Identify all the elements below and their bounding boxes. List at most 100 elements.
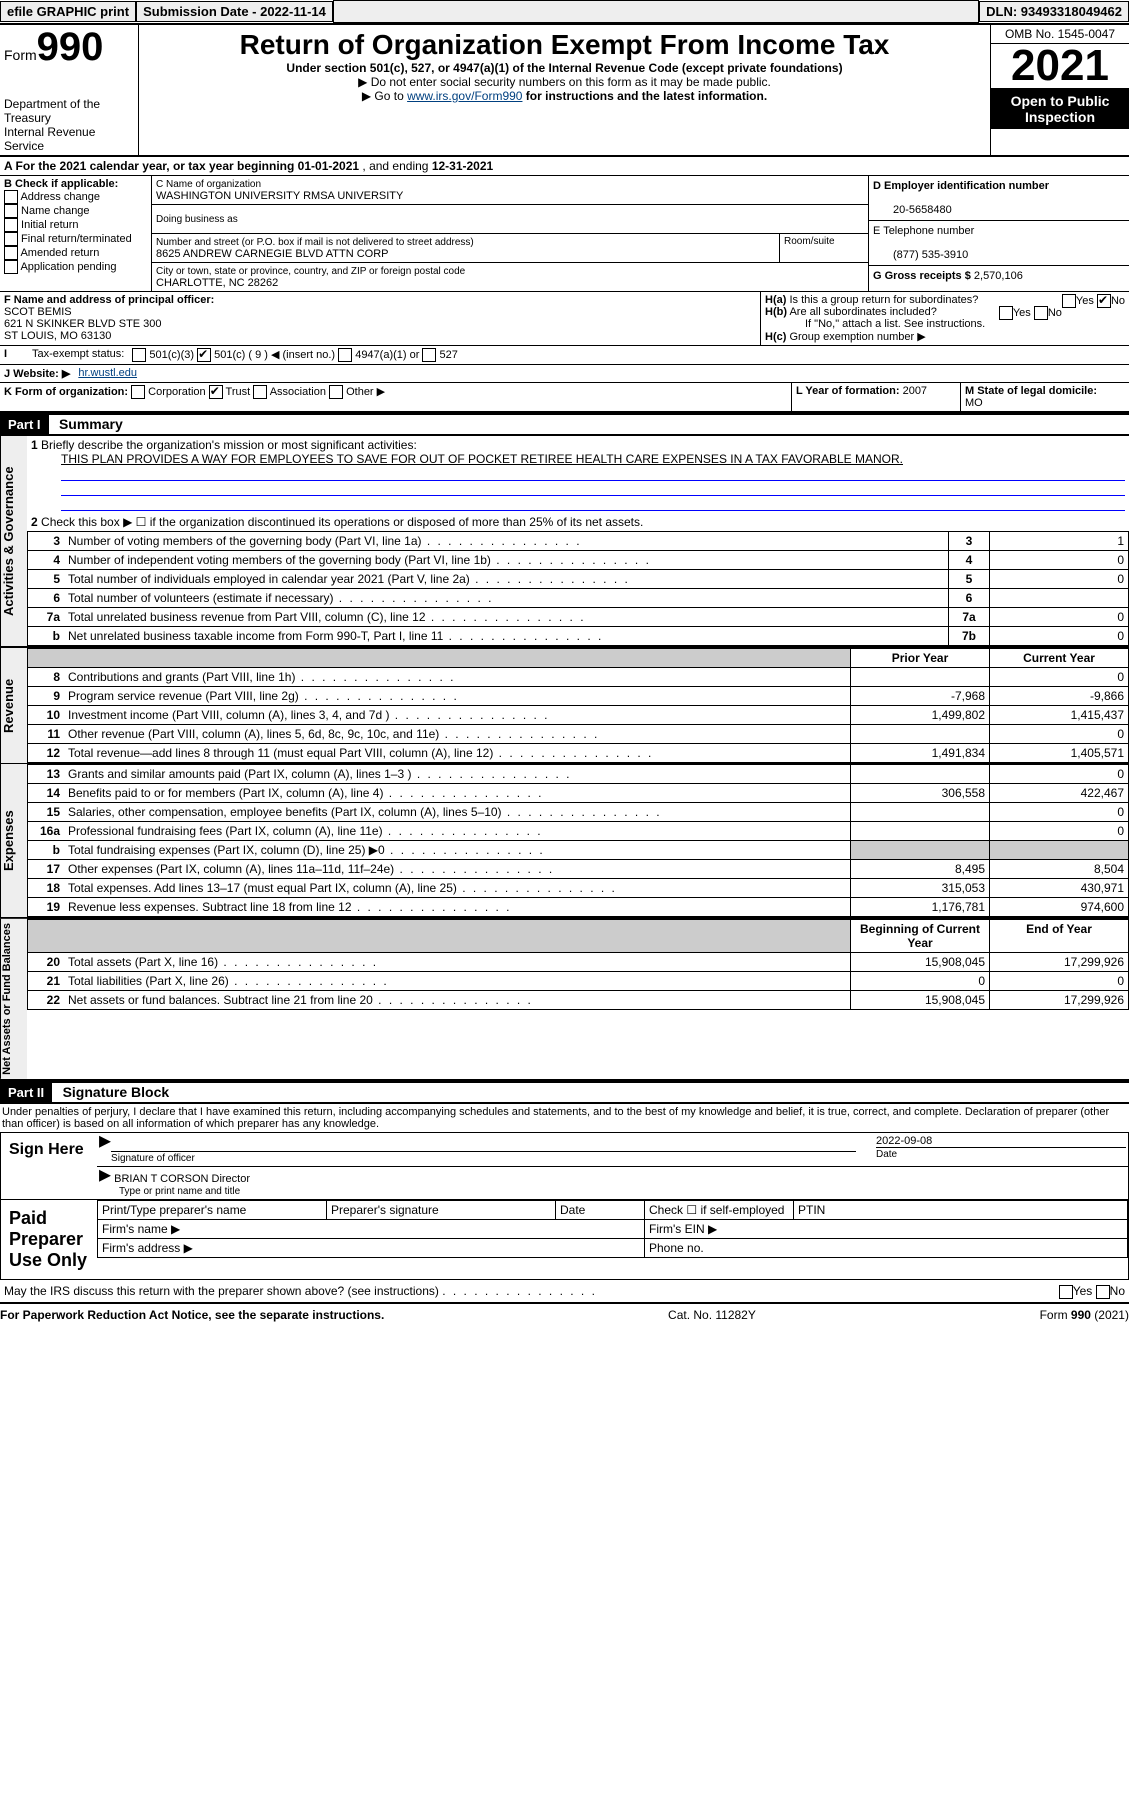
gross-receipts-value: 2,570,106 — [974, 270, 1023, 282]
expenses-tab: Expenses — [0, 764, 27, 917]
city-state-zip: CHARLOTTE, NC 28262 — [156, 277, 278, 289]
form-org-opt[interactable]: Association — [253, 386, 329, 398]
subtitle-1: Under section 501(c), 527, or 4947(a)(1)… — [143, 61, 986, 75]
phone-label: E Telephone number — [873, 225, 974, 237]
box-h: H(a) Is this a group return for subordin… — [760, 292, 1129, 345]
header-right: OMB No. 1545-0047 2021 Open to Public In… — [990, 25, 1129, 155]
net-assets-tab: Net Assets or Fund Balances — [0, 919, 27, 1079]
entity-block: B Check if applicable: Address change Na… — [0, 176, 1129, 292]
part-2-header: Part II Signature Block — [0, 1081, 1129, 1104]
form-title: Return of Organization Exempt From Incom… — [143, 29, 986, 61]
checkbox-final-return-terminated[interactable]: Final return/terminated — [4, 232, 147, 246]
row-klm: K Form of organization: Corporation Trus… — [0, 383, 1129, 413]
open-to-public: Open to Public Inspection — [991, 89, 1129, 129]
ha-value: No — [1111, 295, 1125, 307]
revenue-table: Prior YearCurrent Year8Contributions and… — [27, 648, 1129, 763]
row-a: A For the 2021 calendar year, or tax yea… — [0, 157, 1129, 176]
header-mid: Return of Organization Exempt From Incom… — [139, 25, 990, 155]
officer-addr1: 621 N SKINKER BLVD STE 300 — [4, 318, 162, 330]
hb-label: Are all subordinates included? — [789, 306, 936, 318]
sig-officer-label: Signature of officer — [111, 1153, 195, 1164]
room-suite-label: Room/suite — [780, 234, 868, 262]
part-1-title: Summary — [59, 416, 123, 432]
expenses-section: Expenses 13Grants and similar amounts pa… — [0, 763, 1129, 917]
name-label: C Name of organization — [156, 179, 261, 190]
dba-label: Doing business as — [156, 214, 238, 225]
hb-note: If "No," attach a list. See instructions… — [805, 318, 985, 330]
row-a-label: A For the 2021 calendar year, or tax yea… — [4, 159, 298, 173]
officer-name: SCOT BEMIS — [4, 306, 72, 318]
form-header: Form990 Department of the Treasury Inter… — [0, 25, 1129, 157]
checkbox-application-pending[interactable]: Application pending — [4, 260, 147, 274]
part-1-badge: Part I — [0, 415, 49, 434]
arrow-icon: ▸ — [99, 1161, 111, 1188]
form-org-opt[interactable]: Corporation — [131, 386, 209, 398]
org-name: WASHINGTON UNIVERSITY RMSA UNIVERSITY — [156, 190, 403, 202]
box-m-value: MO — [965, 397, 983, 409]
row-a-mid: , and ending — [362, 159, 431, 173]
part-2-title: Signature Block — [63, 1084, 170, 1100]
box-m-label: M State of legal domicile: — [965, 385, 1097, 397]
row-j: J Website: ▶ hr.wustl.edu — [0, 365, 1129, 383]
tax-status-label: Tax-exempt status: — [28, 346, 128, 364]
officer-label: F Name and address of principal officer: — [4, 294, 214, 306]
firm-addr-label: Firm's address ▶ — [98, 1238, 645, 1257]
tax-status-opt[interactable]: 501(c) ( 9 ) ◀ (insert no.) — [197, 349, 338, 361]
box-l-value: 2007 — [903, 385, 927, 397]
form-org-opt[interactable]: Trust — [209, 386, 254, 398]
box-b-title: B Check if applicable: — [4, 178, 118, 190]
ein-label: D Employer identification number — [873, 180, 1049, 192]
box-c: C Name of organization WASHINGTON UNIVER… — [152, 176, 868, 291]
self-employed-check: Check ☐ if self-employed — [645, 1200, 794, 1219]
paid-preparer-label: Paid Preparer Use Only — [1, 1200, 97, 1279]
tax-status-opt[interactable]: 4947(a)(1) or — [338, 349, 422, 361]
firm-ein-label: Firm's EIN ▶ — [645, 1219, 1128, 1238]
ptin-label: PTIN — [794, 1200, 1128, 1219]
subtitle-2a: Do not enter social security numbers on … — [143, 75, 986, 89]
prep-sig-label: Preparer's signature — [327, 1200, 556, 1219]
subtitle-2b-post: for instructions and the latest informat… — [522, 89, 767, 103]
governance-table: 3Number of voting members of the governi… — [27, 531, 1129, 646]
mission-text: THIS PLAN PROVIDES A WAY FOR EMPLOYEES T… — [61, 452, 903, 466]
form-org-opt[interactable]: Other ▶ — [329, 386, 385, 398]
row-i: I Tax-exempt status: 501(c)(3) 501(c) ( … — [0, 346, 1129, 365]
checkbox-name-change[interactable]: Name change — [4, 204, 147, 218]
officer-name-title: BRIAN T CORSON Director — [114, 1173, 250, 1185]
line1-label: Briefly describe the organization's miss… — [41, 438, 417, 452]
may-irs-label: May the IRS discuss this return with the… — [4, 1284, 439, 1298]
instructions-link[interactable]: www.irs.gov/Form990 — [407, 89, 522, 103]
checkbox-amended-return[interactable]: Amended return — [4, 246, 147, 260]
part-1-header: Part I Summary — [0, 413, 1129, 436]
checkbox-address-change[interactable]: Address change — [4, 190, 147, 204]
subtitle-2b-pre: Go to — [362, 89, 407, 103]
efile-print-button[interactable]: efile GRAPHIC print — [0, 1, 136, 22]
type-name-label: Type or print name and title — [119, 1186, 240, 1197]
firm-name-label: Firm's name ▶ — [98, 1219, 645, 1238]
net-assets-section: Net Assets or Fund Balances Beginning of… — [0, 917, 1129, 1081]
dln: DLN: 93493318049462 — [979, 1, 1129, 22]
revenue-section: Revenue Prior YearCurrent Year8Contribut… — [0, 646, 1129, 763]
page-footer: For Paperwork Reduction Act Notice, see … — [0, 1304, 1129, 1326]
top-spacer — [333, 0, 979, 23]
footer-mid: Cat. No. 11282Y — [668, 1308, 756, 1322]
gross-receipts-label: G Gross receipts $ — [873, 270, 971, 282]
prep-name-label: Print/Type preparer's name — [98, 1200, 327, 1219]
website-link[interactable]: hr.wustl.edu — [78, 367, 137, 379]
row-f-h: F Name and address of principal officer:… — [0, 292, 1129, 346]
ein-value: 20-5658480 — [893, 204, 952, 216]
governance-section: Activities & Governance 1 Briefly descri… — [0, 436, 1129, 646]
top-bar: efile GRAPHIC print Submission Date - 20… — [0, 0, 1129, 25]
line2-text: Check this box ▶ ☐ if the organization d… — [41, 515, 643, 529]
part-2-badge: Part II — [0, 1083, 52, 1102]
officer-addr2: ST LOUIS, MO 63130 — [4, 330, 111, 342]
website-label: J Website: ▶ — [4, 368, 70, 380]
year-begin: 01-01-2021 — [298, 159, 359, 173]
header-left: Form990 Department of the Treasury Inter… — [0, 25, 139, 155]
hc-label: Group exemption number ▶ — [789, 331, 925, 343]
tax-status-opt[interactable]: 501(c)(3) — [132, 349, 197, 361]
tax-status-opt[interactable]: 527 — [422, 349, 457, 361]
checkbox-initial-return[interactable]: Initial return — [4, 218, 147, 232]
form-prefix: Form — [4, 47, 37, 63]
addr-label: Number and street (or P.O. box if mail i… — [156, 237, 474, 248]
net-assets-table: Beginning of Current YearEnd of Year20To… — [27, 919, 1129, 1010]
